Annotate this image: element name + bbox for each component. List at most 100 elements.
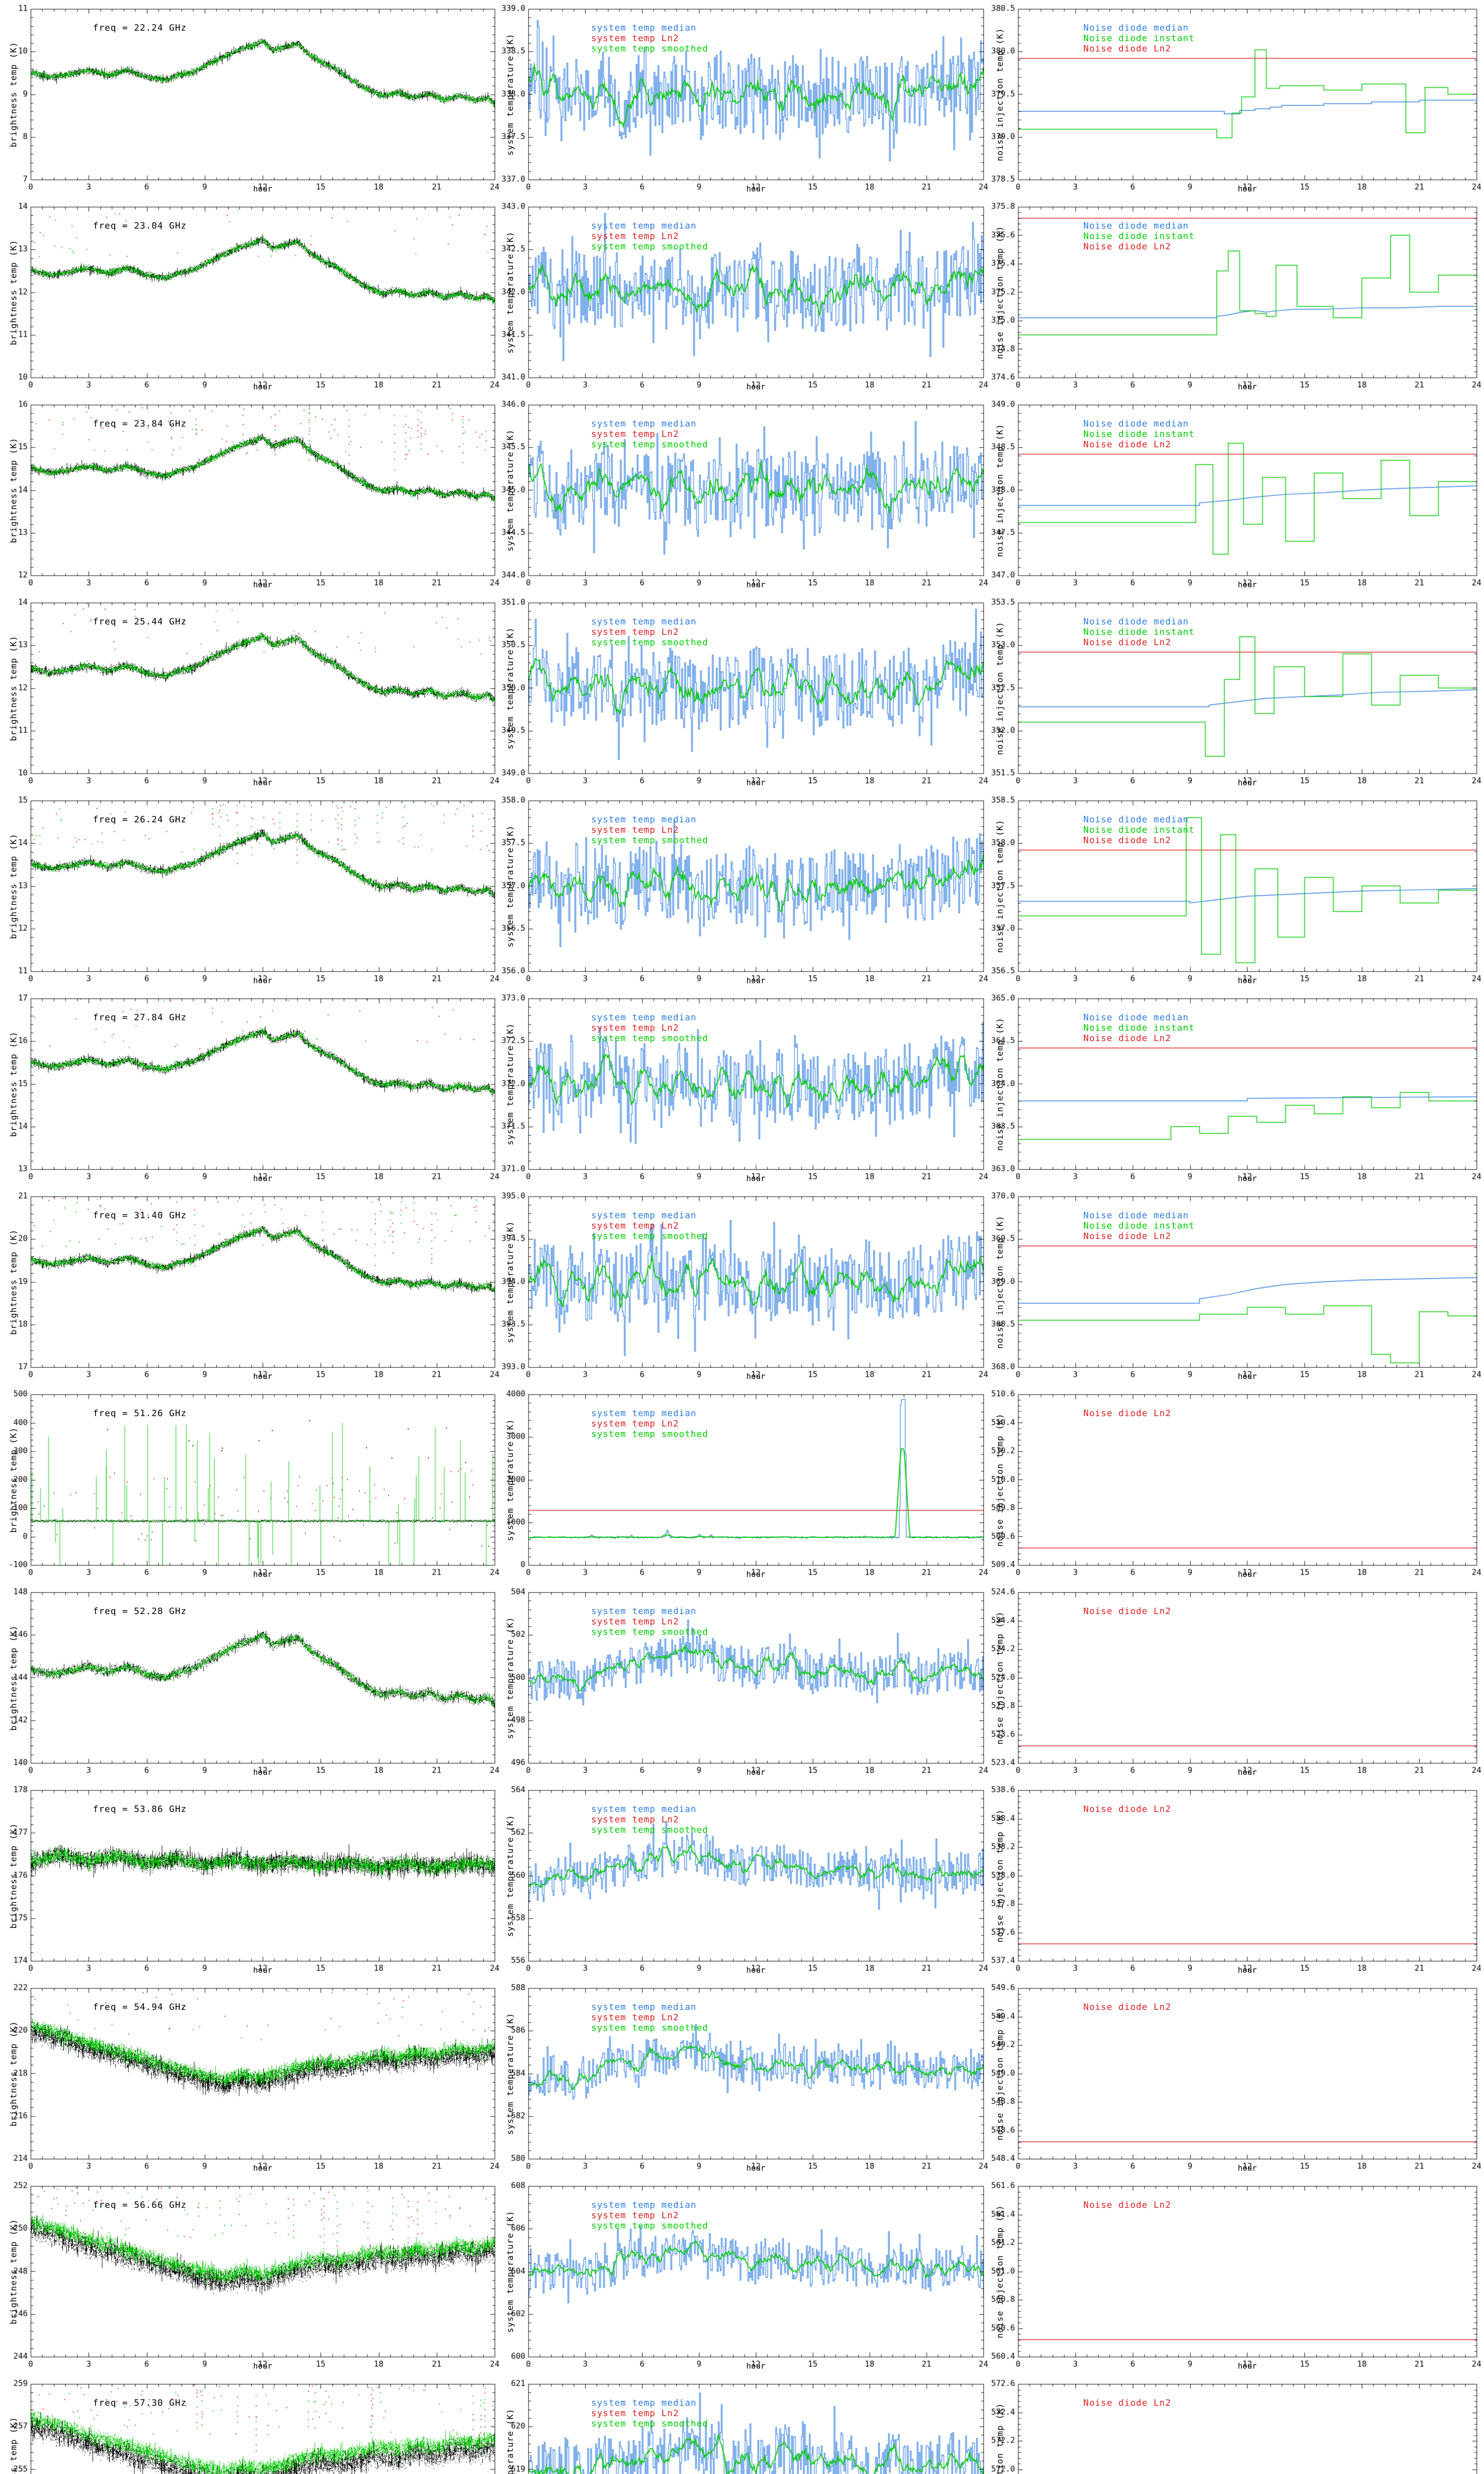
- hour-axis-label: hour: [746, 1372, 766, 1381]
- legend-noise-diode-ln2: Noise diode Ln2: [1083, 835, 1171, 846]
- freq-title: freq = 26.24 GHz: [93, 814, 187, 825]
- brightness-temp-axis-label: brightness temp (K): [9, 239, 19, 345]
- hour-axis-label: hour: [253, 976, 273, 985]
- hour-axis-label: hour: [253, 778, 273, 787]
- panel-row12-col2: system temperature (K) hour system temp me…: [500, 2177, 989, 2375]
- legend-system-temp-ln2: system temp Ln2: [591, 2012, 679, 2023]
- legend-system-temp-median: system temp median: [591, 23, 697, 33]
- legend-system-temp-smoothed: system temp smoothed: [591, 637, 708, 648]
- freq-title: freq = 25.44 GHz: [93, 617, 187, 627]
- system-temperature-axis-label: system temperature (K): [506, 2408, 515, 2474]
- plot-canvas-row1-col3: [989, 0, 1484, 198]
- hour-axis-label: hour: [1238, 1174, 1257, 1183]
- system-temperature-axis-label: system temperature (K): [506, 2012, 515, 2135]
- panel-row4-col1: brightness temp (K) hour freq = 25.44 GHz: [0, 594, 500, 792]
- system-temperature-axis-label: system temperature (K): [506, 428, 515, 552]
- hour-axis-label: hour: [253, 382, 273, 391]
- brightness-temp-axis-label: brightness temp (K): [9, 1427, 19, 1533]
- legend-noise-diode-median: Noise diode median: [1083, 23, 1189, 33]
- plot-canvas-row10-col3: [989, 1781, 1484, 1979]
- plot-canvas-row6-col2: [500, 990, 989, 1188]
- brightness-temp-axis-label: brightness temp (K): [9, 833, 19, 939]
- legend-system-temp-ln2: system temp Ln2: [591, 2408, 679, 2419]
- hour-axis-label: hour: [253, 580, 273, 589]
- panel-row2-col2: system temperature (K) hour system temp me…: [500, 198, 989, 396]
- brightness-temp-axis-label: brightness temp (K): [9, 1229, 19, 1335]
- plot-canvas-row10-col2: [500, 1781, 989, 1979]
- freq-title: freq = 54.94 GHz: [93, 2002, 187, 2012]
- panel-row7-col3: noise injection temp (K) hour Noise diode …: [989, 1188, 1484, 1385]
- legend-noise-diode-ln2: Noise diode Ln2: [1083, 1804, 1171, 1814]
- noise-injection-temp-axis-label: noise injection temp (K): [995, 2006, 1005, 2141]
- legend-system-temp-ln2: system temp Ln2: [591, 2210, 679, 2221]
- plot-canvas-row2-col1: [0, 198, 500, 396]
- legend-system-temp-median: system temp median: [591, 2002, 697, 2012]
- legend-noise-diode-median: Noise diode median: [1083, 814, 1189, 825]
- panel-row9-col2: system temperature (K) hour system temp me…: [500, 1583, 989, 1781]
- legend-system-temp-median: system temp median: [591, 617, 697, 627]
- hour-axis-label: hour: [746, 2361, 766, 2371]
- legend-system-temp-ln2: system temp Ln2: [591, 33, 679, 44]
- legend-noise-diode-instant: Noise diode instant: [1083, 231, 1195, 241]
- hour-axis-label: hour: [253, 1570, 273, 1579]
- legend-noise-diode-ln2: Noise diode Ln2: [1083, 1033, 1171, 1044]
- brightness-temp-axis-label: brightness temp (K): [9, 41, 19, 147]
- legend-noise-diode-instant: Noise diode instant: [1083, 1023, 1195, 1033]
- legend-system-temp-median: system temp median: [591, 2200, 697, 2210]
- legend-system-temp-smoothed: system temp smoothed: [591, 1033, 708, 1044]
- legend-system-temp-ln2: system temp Ln2: [591, 1419, 679, 1429]
- freq-title: freq = 51.26 GHz: [93, 1408, 187, 1419]
- plot-canvas-row12-col2: [500, 2177, 989, 2375]
- system-temperature-axis-label: system temperature (K): [506, 231, 515, 354]
- legend-system-temp-smoothed: system temp smoothed: [591, 835, 708, 846]
- panel-row3-col1: brightness temp (K) hour freq = 23.84 GHz: [0, 396, 500, 594]
- hour-axis-label: hour: [1238, 976, 1257, 985]
- plot-canvas-row13-col3: [989, 2375, 1484, 2474]
- noise-injection-temp-axis-label: noise injection temp (K): [995, 1017, 1005, 1151]
- plot-canvas-row1-col1: [0, 0, 500, 198]
- legend-noise-diode-ln2: Noise diode Ln2: [1083, 2398, 1171, 2408]
- legend-system-temp-smoothed: system temp smoothed: [591, 1429, 708, 1439]
- legend-system-temp-median: system temp median: [591, 1606, 697, 1617]
- plot-canvas-row3-col3: [989, 396, 1484, 594]
- freq-title: freq = 27.84 GHz: [93, 1012, 187, 1023]
- legend-noise-diode-instant: Noise diode instant: [1083, 429, 1195, 439]
- legend-noise-diode-ln2: Noise diode Ln2: [1083, 44, 1171, 54]
- plot-canvas-row2-col3: [989, 198, 1484, 396]
- legend-system-temp-smoothed: system temp smoothed: [591, 241, 708, 252]
- system-temperature-axis-label: system temperature (K): [506, 2210, 515, 2333]
- freq-title: freq = 53.86 GHz: [93, 1804, 187, 1814]
- legend-system-temp-smoothed: system temp smoothed: [591, 1231, 708, 1241]
- system-temperature-axis-label: system temperature (K): [506, 1814, 515, 1937]
- plot-canvas-row8-col1: [0, 1385, 500, 1583]
- panel-row9-col1: brightness temp (K) hour freq = 52.28 GHz: [0, 1583, 500, 1781]
- system-temperature-axis-label: system temperature (K): [506, 1418, 515, 1541]
- panel-row4-col2: system temperature (K) hour system temp me…: [500, 594, 989, 792]
- panel-row5-col3: noise injection temp (K) hour Noise diode …: [989, 792, 1484, 990]
- panel-row7-col1: brightness temp (K) hour freq = 31.40 GHz: [0, 1188, 500, 1385]
- plot-canvas-row7-col3: [989, 1188, 1484, 1385]
- plot-canvas-row8-col3: [989, 1385, 1484, 1583]
- panel-row10-col1: brightness temp (K) hour freq = 53.86 GHz: [0, 1781, 500, 1979]
- legend-system-temp-median: system temp median: [591, 814, 697, 825]
- panel-row12-col1: brightness temp (K) hour freq = 56.66 GHz: [0, 2177, 500, 2375]
- legend-noise-diode-median: Noise diode median: [1083, 1210, 1189, 1221]
- hour-axis-label: hour: [1238, 1965, 1257, 1975]
- plot-canvas-row7-col2: [500, 1188, 989, 1385]
- panel-row7-col2: system temperature (K) hour system temp me…: [500, 1188, 989, 1385]
- panel-row8-col2: system temperature (K) hour system temp me…: [500, 1385, 989, 1583]
- legend-noise-diode-ln2: Noise diode Ln2: [1083, 241, 1171, 252]
- panel-row3-col2: system temperature (K) hour system temp me…: [500, 396, 989, 594]
- plot-canvas-row2-col2: [500, 198, 989, 396]
- plot-canvas-row3-col2: [500, 396, 989, 594]
- legend-noise-diode-median: Noise diode median: [1083, 419, 1189, 429]
- panel-row8-col3: noise injection temp (K) hour Noise diode …: [989, 1385, 1484, 1583]
- hour-axis-label: hour: [746, 778, 766, 787]
- legend-system-temp-median: system temp median: [591, 1804, 697, 1814]
- hour-axis-label: hour: [1238, 382, 1257, 391]
- legend-noise-diode-median: Noise diode median: [1083, 221, 1189, 231]
- plot-canvas-row9-col1: [0, 1583, 500, 1781]
